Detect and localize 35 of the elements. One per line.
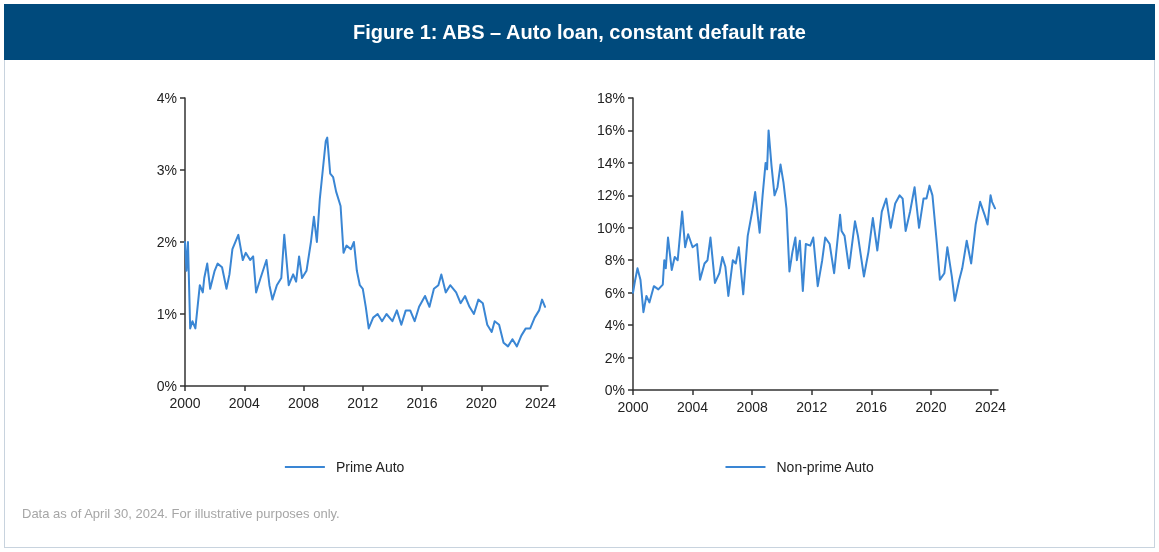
x-tick-label: 2004 <box>677 399 709 415</box>
y-tick-label: 0% <box>156 378 177 394</box>
x-tick-label: 2012 <box>347 395 379 411</box>
y-tick-label: 3% <box>156 162 177 178</box>
line-series <box>632 129 997 314</box>
x-tick-label: 2000 <box>169 395 201 411</box>
chart-title: Figure 1: ABS – Auto loan, constant default rate <box>4 4 1155 60</box>
y-tick-label: 12% <box>596 187 625 204</box>
y-tick-label: 8% <box>604 252 625 269</box>
x-tick-label: 2016 <box>855 399 888 415</box>
x-tick-label: 2016 <box>406 395 438 411</box>
y-tick-label: 10% <box>596 219 625 236</box>
line-series <box>184 136 547 348</box>
x-tick-label: 2000 <box>617 399 649 415</box>
legend-label: Prime Auto <box>335 459 405 475</box>
y-tick-label: 0% <box>604 382 625 398</box>
x-tick-label: 2024 <box>974 399 1007 415</box>
y-tick-label: 4% <box>604 317 625 334</box>
x-tick-label: 2024 <box>525 395 557 411</box>
y-tick-label: 2% <box>156 234 177 250</box>
y-tick-label: 18% <box>596 90 625 106</box>
y-tick-label: 6% <box>604 284 625 301</box>
x-tick-label: 2012 <box>796 399 828 415</box>
y-tick-label: 16% <box>596 122 625 139</box>
text: Data as of April 30, 2024. For illustrative purposes only. <box>22 506 340 521</box>
y-tick-label: 1% <box>156 306 177 322</box>
x-tick-label: 2008 <box>736 399 768 415</box>
x-tick-label: 2008 <box>287 395 320 411</box>
y-tick-label: 14% <box>596 154 625 171</box>
y-tick-label: 4% <box>156 90 177 106</box>
y-tick-label: 2% <box>604 349 625 366</box>
x-tick-label: 2004 <box>228 395 261 411</box>
x-tick-label: 2020 <box>465 395 498 411</box>
x-tick-label: 2020 <box>915 399 947 415</box>
legend-label: Non-prime Auto <box>776 459 874 475</box>
